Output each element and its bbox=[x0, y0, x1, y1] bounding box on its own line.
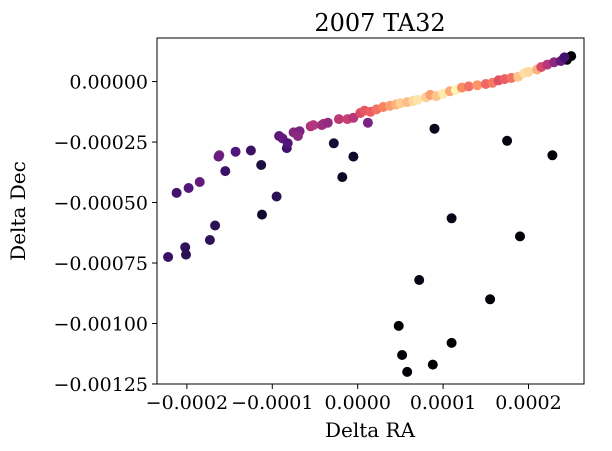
data-point-26 bbox=[210, 220, 221, 231]
data-point-13 bbox=[393, 320, 404, 331]
data-point-7 bbox=[446, 337, 457, 348]
data-point-9 bbox=[429, 123, 440, 134]
x-tick-label-4: 0.0002 bbox=[495, 392, 561, 414]
data-point-45 bbox=[333, 114, 344, 125]
y-tick-label-4: −0.00100 bbox=[54, 314, 149, 336]
y-tick-label-5: −0.00125 bbox=[54, 374, 149, 396]
x-tick-label-3: 0.0001 bbox=[410, 392, 476, 414]
data-point-39 bbox=[292, 131, 303, 141]
data-point-10 bbox=[414, 275, 425, 285]
x-tick-label-0: −0.0002 bbox=[146, 392, 228, 414]
x-tick-label-1: −0.0001 bbox=[231, 392, 313, 414]
data-point-23 bbox=[220, 166, 231, 177]
data-point-27 bbox=[204, 235, 215, 245]
data-point-8 bbox=[427, 359, 438, 370]
data-point-19 bbox=[257, 209, 267, 220]
x-axis-label: Delta RA bbox=[325, 418, 416, 442]
y-axis-label: Delta Dec bbox=[6, 161, 30, 261]
data-point-36 bbox=[282, 138, 293, 149]
x-axis: −0.0002 −0.0001 0.0000 0.0001 0.0002 bbox=[146, 384, 562, 414]
data-point-18 bbox=[271, 191, 282, 202]
data-point-59 bbox=[412, 94, 423, 105]
data-point-15 bbox=[348, 151, 359, 162]
data-point-32 bbox=[171, 187, 182, 198]
data-point-44 bbox=[322, 117, 333, 128]
data-point-50 bbox=[362, 117, 373, 128]
y-tick-label-2: −0.00050 bbox=[54, 193, 149, 215]
data-point-41 bbox=[308, 120, 319, 131]
y-tick-label-1: −0.00025 bbox=[54, 132, 149, 154]
data-point-67 bbox=[463, 81, 474, 92]
data-point-12 bbox=[397, 350, 408, 360]
plot-frame bbox=[156, 37, 585, 385]
data-point-33 bbox=[163, 252, 174, 262]
data-point-30 bbox=[180, 242, 191, 253]
data-point-3 bbox=[515, 231, 525, 242]
data-point-82 bbox=[559, 52, 570, 63]
y-axis: 0.00000 −0.00025 −0.00050 −0.00075 −0.00100 −… bbox=[54, 72, 157, 396]
x-tick-label-2: 0.0000 bbox=[324, 392, 390, 414]
data-point-25 bbox=[213, 151, 224, 162]
data-point-29 bbox=[183, 183, 194, 193]
data-point-76 bbox=[523, 66, 534, 77]
points-layer bbox=[163, 51, 577, 377]
y-tick-label-3: −0.00075 bbox=[54, 253, 149, 275]
data-point-5 bbox=[485, 294, 496, 305]
data-point-6 bbox=[446, 213, 457, 224]
data-point-28 bbox=[194, 177, 205, 187]
data-point-2 bbox=[547, 150, 558, 161]
data-point-20 bbox=[256, 160, 267, 170]
data-point-4 bbox=[502, 135, 513, 146]
data-point-11 bbox=[402, 366, 413, 377]
data-point-22 bbox=[230, 146, 241, 157]
data-point-68 bbox=[472, 80, 483, 91]
data-point-31 bbox=[181, 249, 191, 260]
data-point-14 bbox=[337, 172, 348, 183]
data-point-21 bbox=[245, 145, 256, 156]
y-tick-label-0: 0.00000 bbox=[69, 72, 148, 94]
chart-title: 2007 TA32 bbox=[314, 9, 445, 37]
data-point-16 bbox=[328, 138, 339, 149]
